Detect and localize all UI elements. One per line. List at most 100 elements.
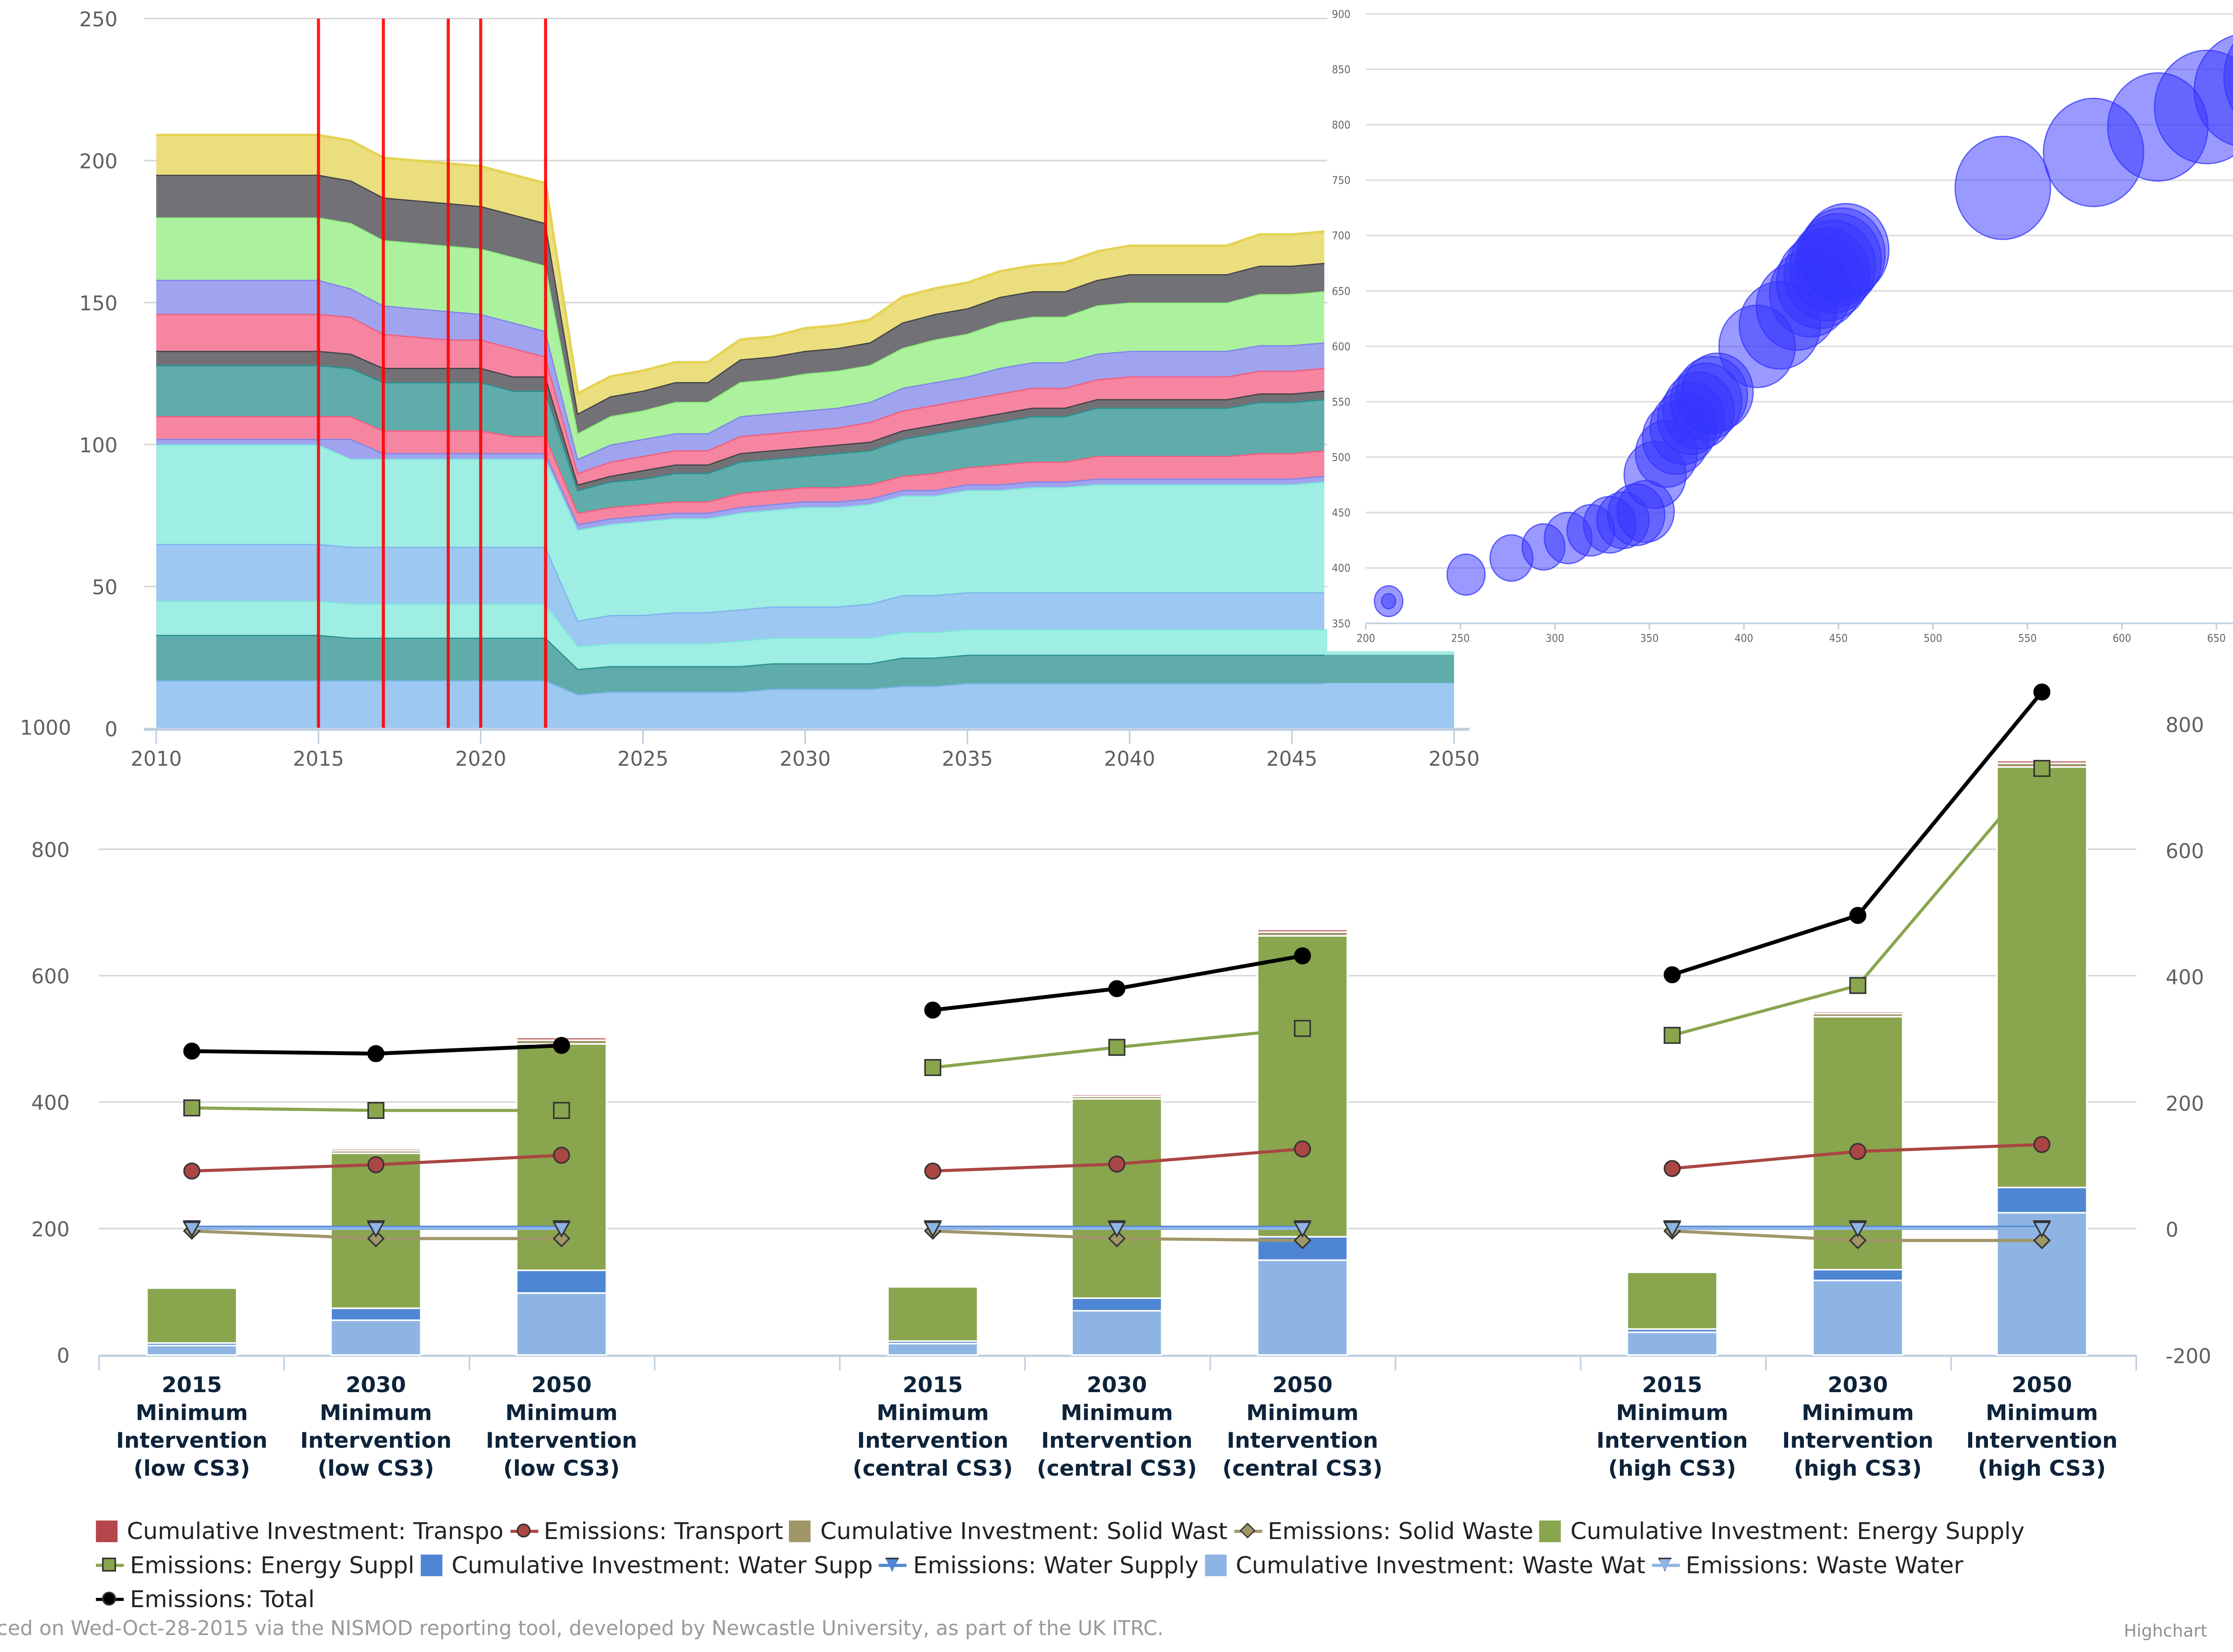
legend-item[interactable]: Emissions: Solid Waste [1234,1516,1533,1547]
y-tick-label: 200 [79,150,117,173]
line-marker-circle [183,1162,201,1180]
legend-square-marker-icon [96,1555,124,1577]
category-label-line: Intervention [1966,1428,2118,1453]
legend-bar-swatch-icon [96,1520,118,1543]
bar-segment-0 [1812,1279,1904,1356]
bar-segment-4 [1071,1093,1162,1097]
legend-diamond-marker-icon [1234,1521,1262,1543]
y-tick-label: 550 [1332,395,1351,408]
line-marker-square [924,1059,941,1076]
legend-circle-marker-icon [510,1521,538,1543]
category-year-label: 2030 [1087,1372,1147,1398]
bubble-chart-panel: 350 400 450 500 550 600 650 700 750 800 850 900 200 2… [1327,0,2233,651]
area-series-layer-14 [156,135,1325,413]
legend-bar-swatch-icon [1539,1520,1561,1543]
line-marker-diamond [552,1230,571,1247]
category-label-line: Intervention [1597,1428,1748,1453]
line-marker-circle [2033,1136,2051,1153]
category-label-line: (central CS3) [1222,1456,1383,1481]
category-label-line: (high CS3) [1608,1456,1736,1481]
x-tick-label: 600 [2112,632,2131,645]
line-marker-circle [1664,966,1681,984]
legend-item[interactable]: Emissions: Water Supply [879,1550,1199,1581]
line-marker-circle [924,1162,941,1180]
bar-segment-4 [1627,1270,1718,1272]
x-tick-label: 250 [1451,632,1470,645]
x-tick-label: 200 [1357,632,1376,645]
legend-item[interactable]: Emissions: Total [96,1584,315,1615]
legend-label: Emissions: Waste Water [1685,1551,1964,1580]
y-left-tick-label: 600 [31,964,70,988]
line-marker-circle [1849,1143,1866,1160]
category-year-label: 2030 [1827,1372,1888,1398]
line-marker-diamond [2033,1231,2051,1250]
bar-segment-0 [1627,1331,1718,1356]
bar-segment-0 [330,1319,422,1356]
bar-segment-4 [330,1148,422,1152]
x-tick-label: 650 [2207,632,2226,645]
line-marker-triangle [183,1221,201,1238]
category-label-line: (central CS3) [1037,1456,1197,1481]
bubble-point [1374,585,1404,617]
legend-label: Cumulative Investment: Transpo [127,1517,504,1545]
legend-label: Cumulative Investment: Water Supp [452,1551,873,1580]
line-marker-triangle [1108,1221,1126,1238]
line-marker-triangle [2032,1221,2051,1238]
category-year-label: 2050 [2012,1372,2072,1398]
category-label-line: Minimum [1246,1400,1359,1425]
category-label-line: Minimum [1802,1400,1914,1425]
investment-emissions-chart: 0200400600800-20002004006008002015Minimu… [31,683,2211,1481]
y-right-tick-label: 0 [2166,1218,2179,1242]
line-marker-circle [183,1043,201,1060]
legend-item[interactable]: Emissions: Waste Water [1652,1550,1963,1581]
y-tick-label: 250 [79,8,117,31]
legend-item[interactable]: Cumulative Investment: Solid Wast [789,1516,1228,1547]
line-marker-triangle [924,1221,942,1238]
area-series-layer-6 [156,438,1325,530]
y-tick-label: 100 [79,434,117,457]
x-tick-label: 2050 [1429,747,1480,771]
legend-label: Emissions: Energy Suppl [130,1551,414,1580]
highcharts-credit-link[interactable]: Highchart [2124,1621,2208,1641]
line-marker-triangle [1663,1221,1681,1238]
bar-segment-4 [887,1285,979,1287]
category-label-line: Minimum [1061,1400,1173,1425]
line-marker-circle [1294,947,1311,964]
legend-item[interactable]: Cumulative Investment: Waste Wat [1204,1550,1646,1581]
legend-label: Cumulative Investment: Waste Wat [1236,1551,1646,1580]
legend-item[interactable]: Cumulative Investment: Transpo [96,1516,504,1547]
bubble-point [1802,203,1890,297]
category-label-line: Intervention [1227,1428,1378,1453]
bar-segment-0 [146,1344,238,1356]
x-tick-label: 550 [2018,632,2037,645]
y-tick-label: 700 [1332,229,1351,242]
legend-label: Emissions: Total [130,1585,315,1614]
legend-item[interactable]: Emissions: Energy Suppl [96,1550,414,1581]
y-tick-label: 350 [1332,617,1351,630]
category-year-label: 2030 [346,1372,406,1398]
line-marker-triangle [1848,1221,1867,1238]
line-marker-square [1849,977,1866,994]
category-label-line: Minimum [1616,1400,1728,1425]
line-marker-diamond [1293,1231,1312,1250]
x-tick-label: 450 [1829,632,1848,645]
x-tick-label: 2015 [293,747,344,771]
legend-item[interactable]: Cumulative Investment: Water Supp [420,1550,873,1581]
legend-item[interactable]: Cumulative Investment: Energy Supply [1539,1516,2024,1547]
y-tick-label: 600 [1332,340,1351,353]
line-marker-circle [2033,683,2051,701]
line-marker-square [183,1099,201,1117]
y-tick-label: 450 [1332,506,1351,519]
line-marker-circle [924,1001,941,1019]
x-tick-label: 2025 [617,747,669,771]
x-tick-label: 2040 [1104,747,1155,771]
bubble-point [1954,136,2051,240]
legend-label: Emissions: Transport [544,1517,783,1545]
bar-segment-4 [1812,1011,1904,1014]
legend-item[interactable]: Emissions: Transport [510,1516,783,1547]
area-series-line-layer-3 [156,599,1325,648]
line-marker-square [1664,1026,1681,1044]
line-marker-square [1108,1039,1125,1056]
line-marker-circle [553,1147,570,1164]
y-left-tick-label: 400 [31,1091,70,1115]
